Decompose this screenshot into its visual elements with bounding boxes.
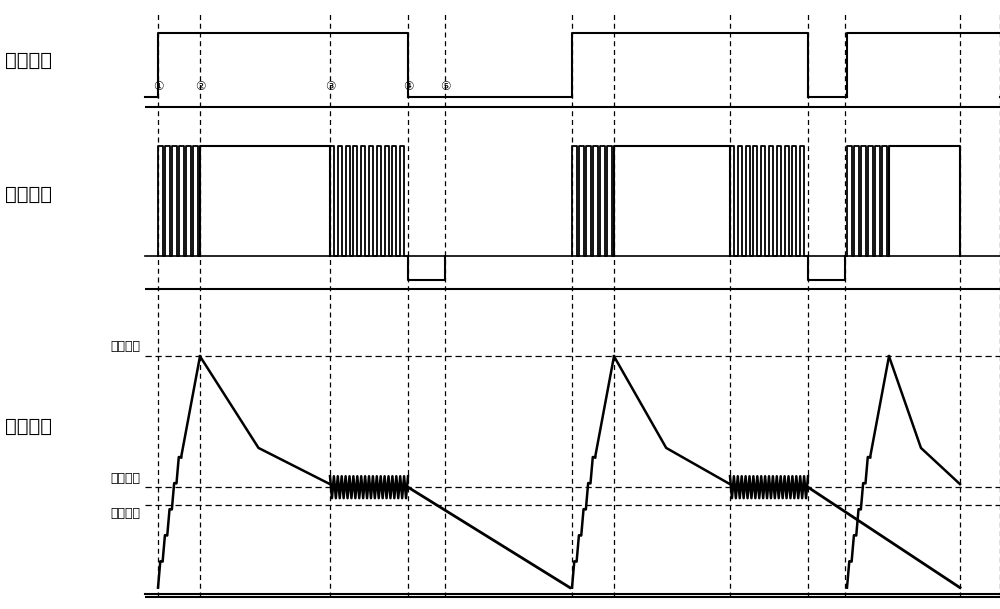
Text: 关闭电流: 关闭电流: [110, 507, 140, 520]
Text: 维持电流: 维持电流: [110, 473, 140, 485]
Text: ②: ②: [195, 80, 205, 93]
Text: ④: ④: [403, 80, 413, 93]
Text: 电流波形: 电流波形: [5, 417, 52, 436]
Text: 电压波形: 电压波形: [5, 185, 52, 205]
Text: ③: ③: [325, 80, 335, 93]
Text: 控制信号: 控制信号: [5, 51, 52, 71]
Text: ①: ①: [153, 80, 163, 93]
Text: ⑤: ⑤: [440, 80, 450, 93]
Text: 开启电流: 开启电流: [110, 340, 140, 353]
